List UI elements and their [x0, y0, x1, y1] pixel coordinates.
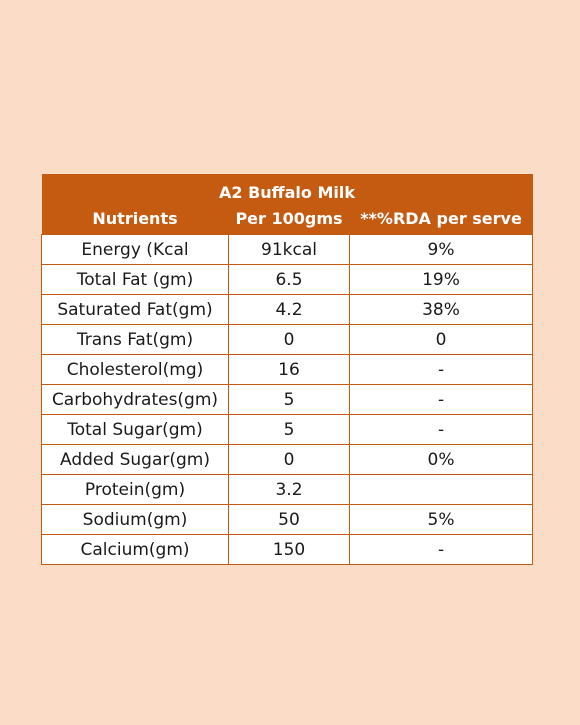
- per-100gms-value: 6.5: [228, 264, 350, 295]
- per-100gms-value: 5: [228, 414, 350, 445]
- nutrient-name: Total Sugar(gm): [41, 414, 229, 445]
- table-row: Protein(gm) 3.2: [41, 474, 534, 505]
- table-row: Carbohydrates(gm) 5 -: [41, 384, 534, 415]
- rda-value: -: [348, 534, 534, 565]
- rda-value: 9%: [348, 234, 534, 265]
- per-100gms-value: 3.2: [228, 474, 350, 505]
- per-100gms-value: 0: [228, 324, 350, 355]
- table-row: Cholesterol(mg) 16 -: [41, 354, 534, 385]
- nutrition-table: A2 Buffalo Milk Nutrients Per 100gms **%…: [41, 174, 534, 565]
- rda-value: 5%: [348, 504, 534, 535]
- table-title: A2 Buffalo Milk: [41, 174, 533, 202]
- nutrient-name: Total Fat (gm): [41, 264, 229, 295]
- rda-value: -: [348, 354, 534, 385]
- table-row: Trans Fat(gm) 0 0: [41, 324, 534, 355]
- per-100gms-value: 5: [228, 384, 350, 415]
- nutrient-name: Energy (Kcal: [41, 234, 229, 265]
- rda-value: 0: [348, 324, 534, 355]
- table-row: Total Fat (gm) 6.5 19%: [41, 264, 534, 295]
- table-row: Calcium(gm) 150 -: [41, 534, 534, 565]
- nutrient-name: Added Sugar(gm): [41, 444, 229, 475]
- table-row: Total Sugar(gm) 5 -: [41, 414, 534, 445]
- header-rda-per-serve: **%RDA per serve: [349, 202, 533, 235]
- per-100gms-value: 150: [228, 534, 350, 565]
- header-nutrients: Nutrients: [41, 202, 229, 235]
- table-row: Added Sugar(gm) 0 0%: [41, 444, 534, 475]
- per-100gms-value: 0: [228, 444, 350, 475]
- table-row: Saturated Fat(gm) 4.2 38%: [41, 294, 534, 325]
- nutrient-name: Carbohydrates(gm): [41, 384, 229, 415]
- header-per-100gms: Per 100gms: [228, 202, 350, 235]
- table-row: Sodium(gm) 50 5%: [41, 504, 534, 535]
- nutrition-table-container: A2 Buffalo Milk Nutrients Per 100gms **%…: [41, 174, 534, 565]
- rda-value: -: [348, 384, 534, 415]
- nutrient-name: Sodium(gm): [41, 504, 229, 535]
- rda-value: 0%: [348, 444, 534, 475]
- nutrient-name: Trans Fat(gm): [41, 324, 229, 355]
- per-100gms-value: 91kcal: [228, 234, 350, 265]
- table-header-row: Nutrients Per 100gms **%RDA per serve: [41, 202, 533, 235]
- nutrient-name: Saturated Fat(gm): [41, 294, 229, 325]
- rda-value: [348, 474, 534, 505]
- rda-value: -: [348, 414, 534, 445]
- per-100gms-value: 16: [228, 354, 350, 385]
- nutrient-name: Protein(gm): [41, 474, 229, 505]
- table-title-row: A2 Buffalo Milk: [41, 174, 533, 202]
- rda-value: 19%: [348, 264, 534, 295]
- table-row: Energy (Kcal 91kcal 9%: [41, 234, 534, 265]
- per-100gms-value: 4.2: [228, 294, 350, 325]
- nutrient-name: Cholesterol(mg): [41, 354, 229, 385]
- nutrient-name: Calcium(gm): [41, 534, 229, 565]
- rda-value: 38%: [348, 294, 534, 325]
- per-100gms-value: 50: [228, 504, 350, 535]
